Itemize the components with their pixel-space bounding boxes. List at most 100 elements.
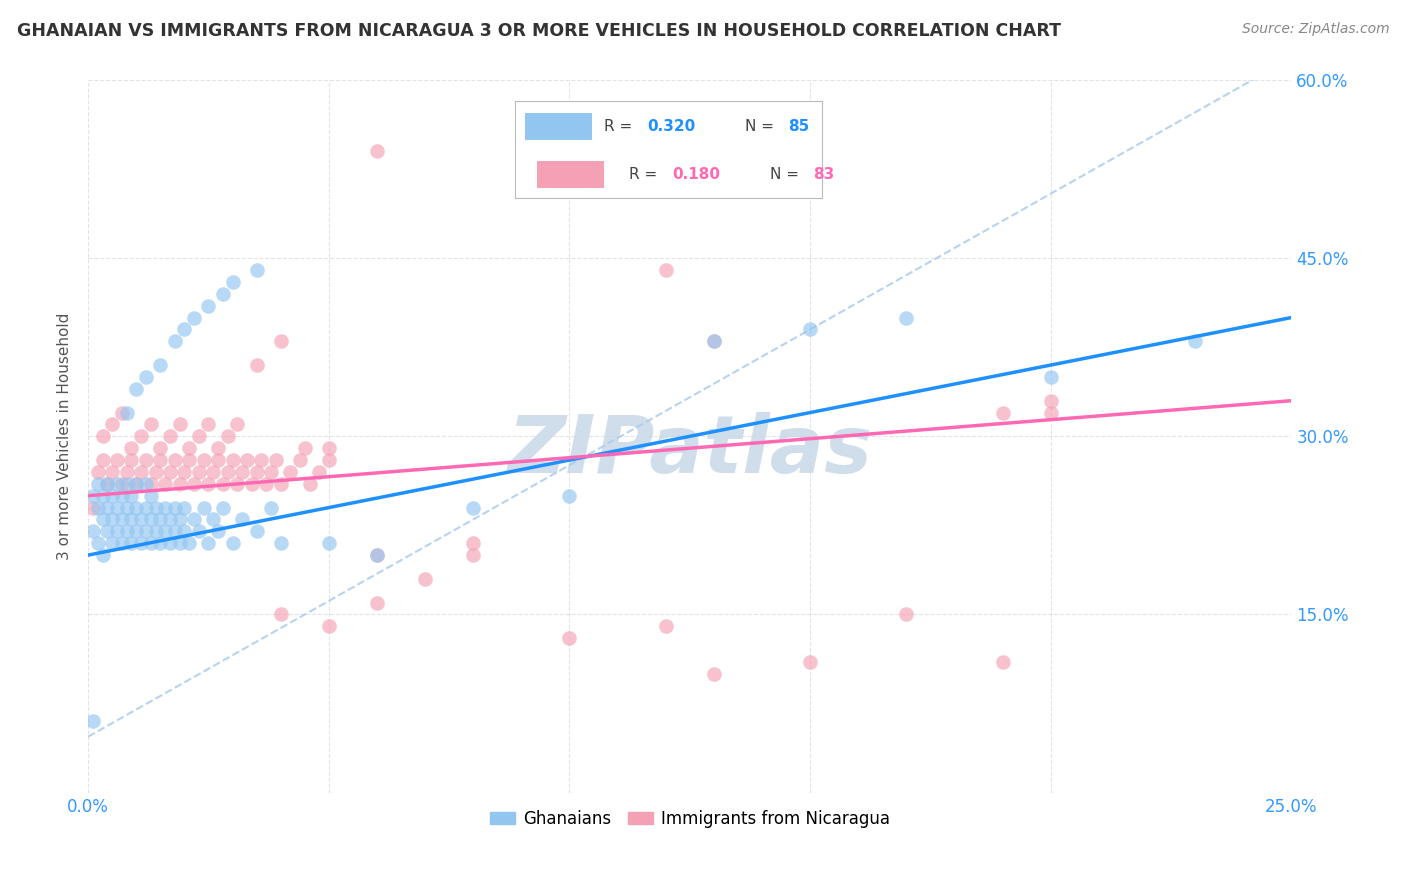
Point xyxy=(139,476,162,491)
Point xyxy=(96,476,118,491)
Point xyxy=(246,358,269,372)
Point xyxy=(129,536,152,550)
Point xyxy=(173,465,195,479)
Point xyxy=(153,500,176,515)
Point xyxy=(105,524,128,539)
Point xyxy=(121,441,143,455)
Point xyxy=(173,322,195,336)
Point xyxy=(318,536,340,550)
Point xyxy=(135,453,157,467)
Point xyxy=(288,453,311,467)
Point xyxy=(654,619,676,633)
Point xyxy=(221,275,243,289)
Point xyxy=(173,500,195,515)
Point xyxy=(179,441,201,455)
Point xyxy=(212,500,235,515)
Point xyxy=(169,536,191,550)
Point xyxy=(111,536,134,550)
Point xyxy=(163,524,186,539)
Point xyxy=(121,453,143,467)
Point xyxy=(217,429,239,443)
Point xyxy=(125,476,148,491)
Point xyxy=(193,453,215,467)
Point xyxy=(169,512,191,526)
Point xyxy=(654,263,676,277)
Y-axis label: 3 or more Vehicles in Household: 3 or more Vehicles in Household xyxy=(58,312,72,560)
Point xyxy=(121,536,143,550)
Point xyxy=(135,524,157,539)
Point xyxy=(270,536,292,550)
Point xyxy=(217,465,239,479)
Point xyxy=(212,476,235,491)
Point xyxy=(105,453,128,467)
Point xyxy=(183,310,205,325)
Point xyxy=(139,536,162,550)
Point xyxy=(197,476,219,491)
Point xyxy=(413,572,436,586)
Point xyxy=(149,441,172,455)
Point xyxy=(115,524,138,539)
Point xyxy=(197,417,219,432)
Point xyxy=(799,655,821,669)
Point xyxy=(82,524,104,539)
Point xyxy=(1039,393,1062,408)
Point xyxy=(991,406,1014,420)
Point xyxy=(101,417,124,432)
Point xyxy=(558,489,581,503)
Point xyxy=(129,512,152,526)
Point xyxy=(236,453,259,467)
Point xyxy=(111,489,134,503)
Point xyxy=(173,524,195,539)
Point xyxy=(153,476,176,491)
Point xyxy=(207,441,229,455)
Point xyxy=(125,476,148,491)
Point xyxy=(1039,370,1062,384)
Point xyxy=(463,500,485,515)
Point xyxy=(105,476,128,491)
Point xyxy=(270,607,292,622)
Point xyxy=(187,524,209,539)
Point xyxy=(121,512,143,526)
Point xyxy=(231,512,253,526)
Point xyxy=(82,714,104,729)
Point xyxy=(159,512,181,526)
Point xyxy=(366,596,388,610)
Point xyxy=(226,476,249,491)
Point xyxy=(246,465,269,479)
Point xyxy=(115,476,138,491)
Point xyxy=(125,524,148,539)
Point xyxy=(91,429,114,443)
Point xyxy=(101,536,124,550)
Point xyxy=(1039,406,1062,420)
Point xyxy=(991,655,1014,669)
Point xyxy=(896,607,918,622)
Point xyxy=(129,465,152,479)
Point xyxy=(145,465,167,479)
Point xyxy=(703,334,725,349)
Point xyxy=(159,536,181,550)
Point xyxy=(169,476,191,491)
Point xyxy=(366,548,388,562)
Point xyxy=(207,453,229,467)
Point xyxy=(149,536,172,550)
Point xyxy=(149,358,172,372)
Point xyxy=(463,548,485,562)
Point xyxy=(197,299,219,313)
Point xyxy=(111,512,134,526)
Point xyxy=(135,370,157,384)
Point xyxy=(366,548,388,562)
Point xyxy=(366,145,388,159)
Point xyxy=(799,322,821,336)
Point xyxy=(101,465,124,479)
Point xyxy=(264,453,287,467)
Point xyxy=(212,286,235,301)
Point xyxy=(254,476,277,491)
Point xyxy=(129,429,152,443)
Point xyxy=(703,334,725,349)
Point xyxy=(115,465,138,479)
Point xyxy=(139,489,162,503)
Point xyxy=(179,453,201,467)
Point xyxy=(159,465,181,479)
Point xyxy=(111,476,134,491)
Point xyxy=(96,476,118,491)
